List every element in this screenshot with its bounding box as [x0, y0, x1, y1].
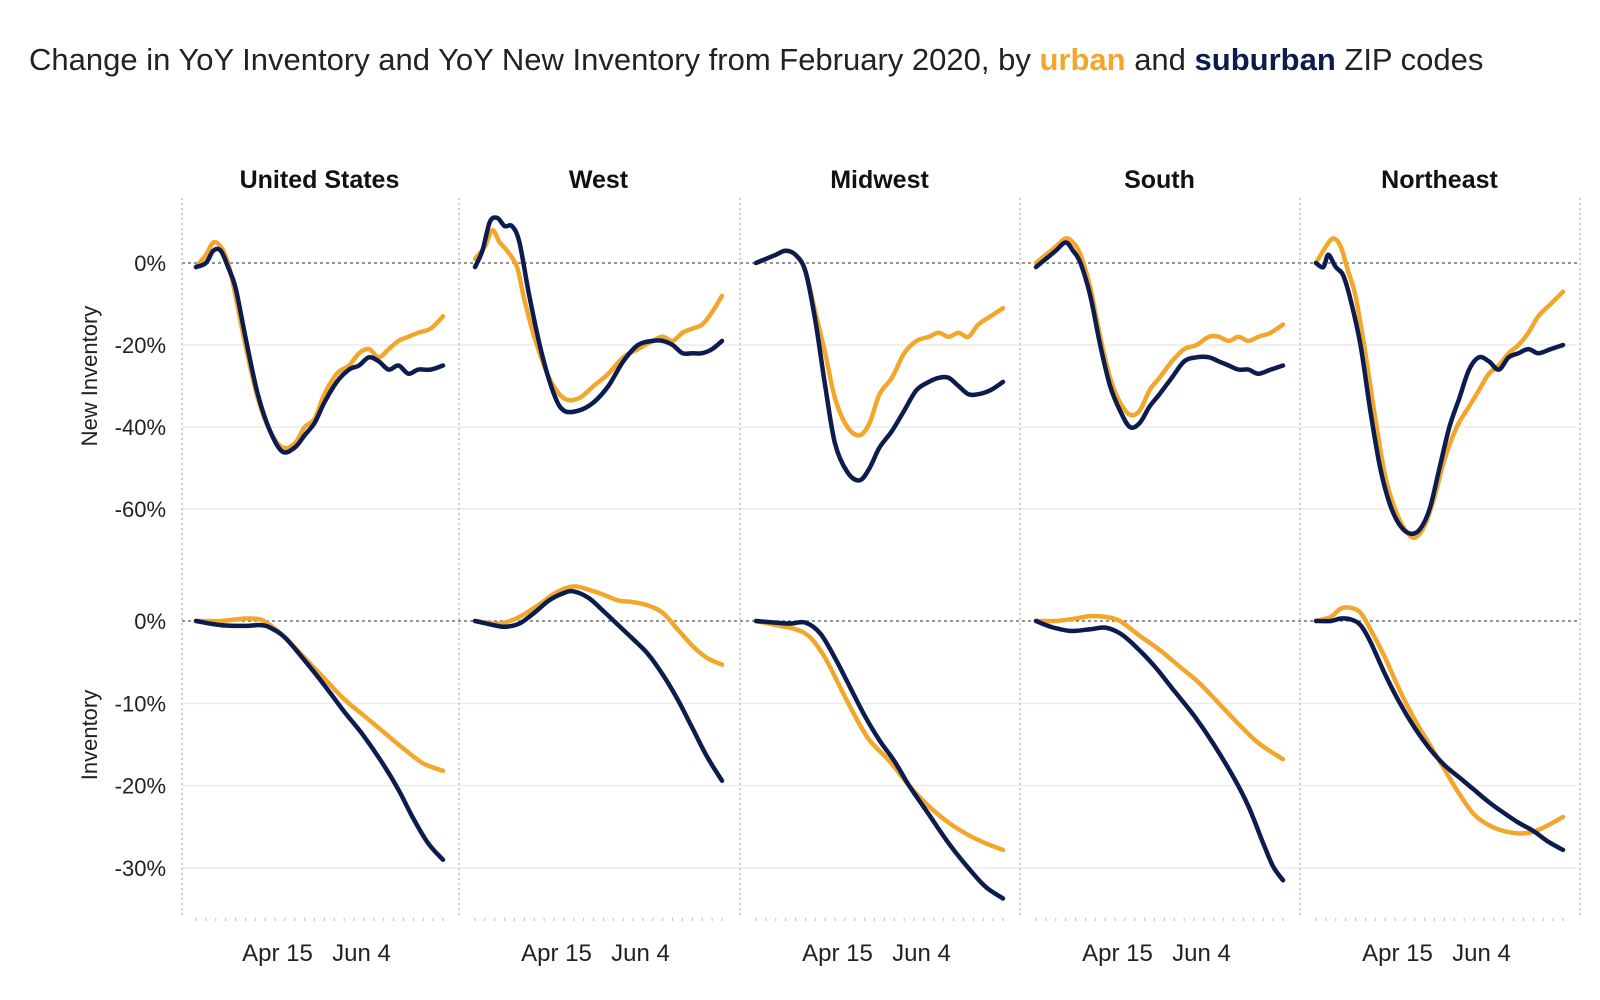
title-middle: and [1125, 42, 1195, 77]
suburban-series-line-new-inventory-northeast [1313, 252, 1566, 537]
suburban-series-line-new-inventory-midwest [753, 248, 1006, 483]
x-tick-label: Apr 15 [242, 940, 313, 967]
suburban-series-line-inventory-midwest [753, 618, 1006, 901]
x-tick-label: Apr 15 [521, 940, 592, 967]
x-tick-label: Jun 4 [1452, 940, 1511, 967]
title-suburban-keyword: suburban [1194, 42, 1336, 77]
urban-series-line-inventory-south [1033, 613, 1286, 762]
x-tick-label: Jun 4 [892, 940, 951, 967]
y-tick-label: -20% [115, 774, 166, 799]
urban-series-line-inventory-midwest [753, 618, 1006, 853]
y-tick-label: -60% [115, 497, 166, 522]
y-tick-label: -10% [115, 691, 166, 716]
x-tick-label: Apr 15 [1362, 940, 1433, 967]
facet-title-northeast: Northeast [1381, 166, 1498, 194]
suburban-series-line-new-inventory-united-states [193, 246, 446, 455]
y-tick-label: -30% [115, 856, 166, 881]
title-urban-keyword: urban [1039, 42, 1126, 77]
x-tick-label: Jun 4 [332, 940, 391, 967]
suburban-series-line-inventory-south [1033, 618, 1286, 883]
urban-series-line-new-inventory-midwest [753, 248, 1006, 438]
x-tick-label: Apr 15 [1082, 940, 1153, 967]
y-tick-label: -40% [115, 415, 166, 440]
urban-series-line-inventory-northeast [1313, 605, 1566, 836]
urban-series-line-new-inventory-northeast [1313, 236, 1566, 540]
suburban-series-line-new-inventory-south [1033, 240, 1286, 430]
chart-title: Change in YoY Inventory and YoY New Inve… [29, 38, 1559, 82]
urban-series-line-inventory-west [472, 584, 725, 667]
y-tick-label: 0% [134, 609, 166, 634]
title-prefix: Change in YoY Inventory and YoY New Inve… [29, 42, 1040, 77]
y-tick-label: -20% [115, 333, 166, 358]
x-tick-label: Apr 15 [802, 940, 873, 967]
suburban-series-line-inventory-united-states [193, 618, 446, 863]
facet-title-west: West [569, 166, 629, 194]
x-tick-label: Jun 4 [1172, 940, 1231, 967]
urban-series-line-inventory-united-states [193, 616, 446, 774]
y-axis-label: New Inventory [77, 306, 102, 447]
facet-title-south: South [1124, 166, 1195, 194]
suburban-series-line-inventory-west [472, 588, 725, 783]
suburban-series-line-inventory-northeast [1313, 616, 1566, 853]
title-suffix: ZIP codes [1335, 42, 1484, 77]
y-axis-label: Inventory [77, 690, 102, 781]
y-tick-label: 0% [134, 251, 166, 276]
facet-title-united-states: United States [240, 166, 400, 194]
facet-title-midwest: Midwest [830, 166, 929, 194]
urban-series-line-new-inventory-west [472, 227, 725, 403]
urban-series-line-new-inventory-south [1033, 236, 1286, 418]
suburban-series-line-new-inventory-west [472, 215, 725, 415]
x-tick-label: Jun 4 [611, 940, 670, 967]
